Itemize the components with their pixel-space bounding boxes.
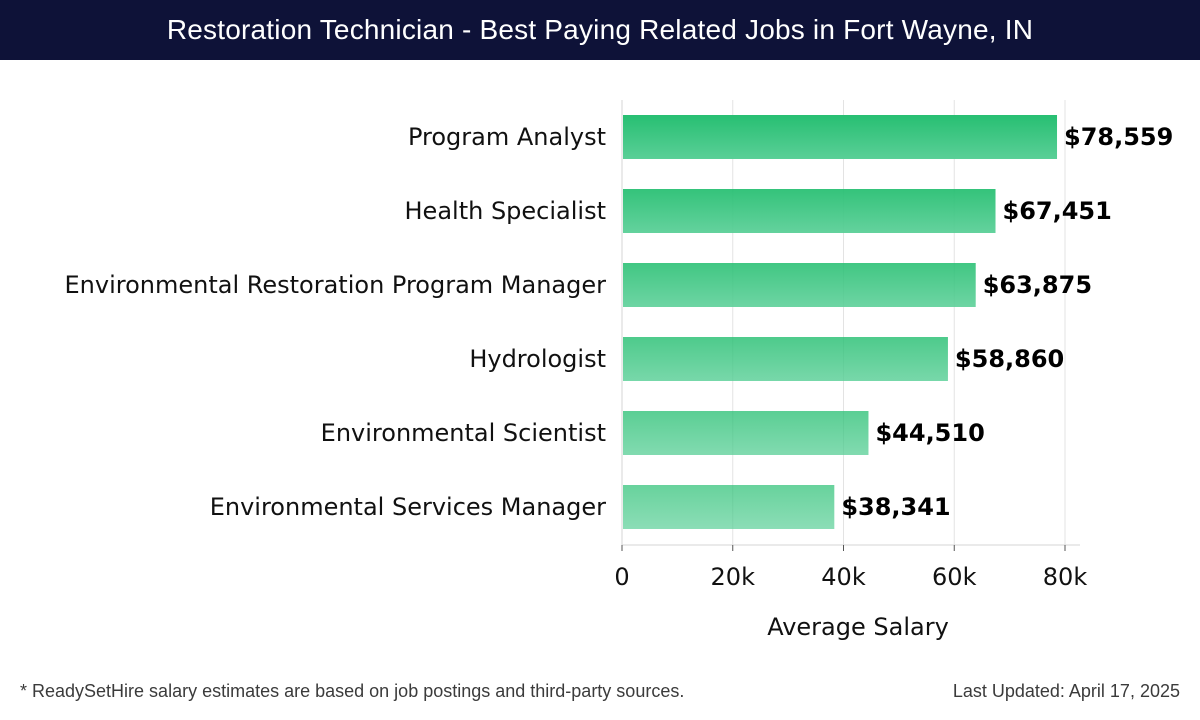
x-tick-label: 20k	[711, 563, 756, 591]
value-label: $38,341	[841, 493, 950, 521]
value-label: $63,875	[983, 271, 1092, 299]
value-label: $67,451	[1003, 197, 1112, 225]
chart-title: Restoration Technician - Best Paying Rel…	[166, 14, 1034, 45]
value-label: $58,860	[955, 345, 1064, 373]
category-label: Environmental Services Manager	[210, 493, 606, 521]
bar	[623, 485, 835, 529]
bar	[623, 337, 948, 381]
bar	[623, 263, 976, 307]
category-label: Health Specialist	[405, 197, 607, 225]
salary-bar-chart: 0 20k 40k 60k 80k Average Salary Program Analy…	[65, 100, 1173, 641]
bar	[623, 115, 1058, 159]
x-tick-label: 0	[614, 563, 629, 591]
x-tick-label: 80k	[1043, 563, 1088, 591]
value-label: $78,559	[1064, 123, 1173, 151]
category-label: Environmental Restoration Program Manage…	[65, 271, 607, 299]
x-tick-label: 40k	[821, 563, 866, 591]
category-label: Hydrologist	[469, 345, 606, 373]
x-axis-title: Average Salary	[767, 613, 949, 641]
category-label: Environmental Scientist	[321, 419, 606, 447]
bar	[623, 189, 996, 233]
x-tick-label: 60k	[932, 563, 977, 591]
category-label: Program Analyst	[408, 123, 606, 151]
bar	[623, 411, 869, 455]
value-label: $44,510	[875, 419, 984, 447]
footnote: * ReadySetHire salary estimates are base…	[20, 681, 685, 701]
last-updated: Last Updated: April 17, 2025	[952, 681, 1180, 701]
header-bar: Restoration Technician - Best Paying Rel…	[0, 0, 1200, 60]
